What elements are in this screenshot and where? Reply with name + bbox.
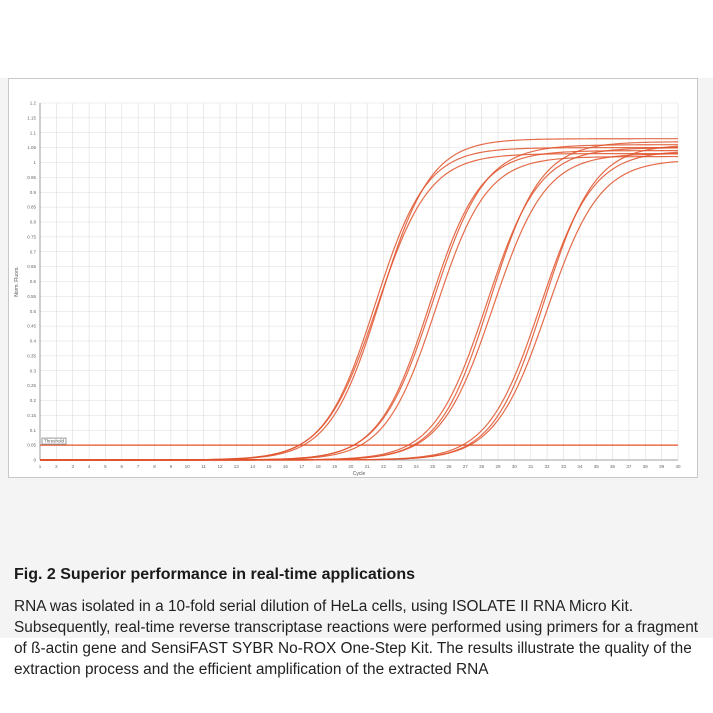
y-tick-label: 0.45 bbox=[27, 324, 36, 329]
y-tick-label: 0.05 bbox=[27, 443, 36, 448]
threshold-label: Threshold bbox=[44, 439, 65, 444]
y-tick-label: 1 bbox=[33, 160, 36, 165]
x-tick-label: 27 bbox=[463, 464, 469, 469]
x-tick-label: 31 bbox=[528, 464, 534, 469]
amplification-curve bbox=[40, 160, 679, 461]
x-tick-label: 22 bbox=[381, 464, 387, 469]
y-tick-label: 1.1 bbox=[30, 130, 37, 135]
y-tick-label: 0.4 bbox=[30, 339, 37, 344]
y-tick-label: 1.05 bbox=[27, 145, 36, 150]
x-tick-label: 40 bbox=[675, 464, 681, 469]
x-tick-label: 37 bbox=[626, 464, 632, 469]
x-tick-label: 39 bbox=[659, 464, 665, 469]
threshold-label-box bbox=[41, 437, 67, 445]
x-tick-label: 29 bbox=[496, 464, 502, 469]
y-tick-label: 0.1 bbox=[30, 428, 37, 433]
x-tick-label: 2 bbox=[55, 464, 58, 469]
x-tick-label: 21 bbox=[365, 464, 371, 469]
x-tick-label: 11 bbox=[201, 464, 206, 469]
y-tick-label: 0.7 bbox=[30, 249, 37, 254]
x-tick-label: 5 bbox=[104, 464, 107, 469]
x-tick-label: 38 bbox=[643, 464, 649, 469]
x-tick-label: 26 bbox=[446, 464, 452, 469]
y-tick-labels: 0 0.05 0.1 0.15 0.2 0.25 0.3 0.35 0.4 0.45 0.5 0.55… bbox=[27, 101, 36, 463]
x-tick-label: 8 bbox=[153, 464, 156, 469]
y-tick-label: 0.95 bbox=[27, 175, 36, 180]
x-tick-label: 33 bbox=[561, 464, 567, 469]
x-tick-label: 35 bbox=[594, 464, 600, 469]
y-tick-label: 0.2 bbox=[30, 398, 37, 403]
y-tick-label: 0.55 bbox=[27, 294, 36, 299]
x-tick-label: 36 bbox=[610, 464, 616, 469]
chart-grid bbox=[39, 102, 679, 461]
y-tick-label: 0.75 bbox=[27, 234, 36, 239]
y-tick-label: 1.2 bbox=[30, 101, 37, 106]
y-tick-label: 0.5 bbox=[30, 309, 37, 314]
chart-frame bbox=[8, 78, 698, 478]
y-tick-label: 0.65 bbox=[27, 264, 36, 269]
x-tick-label: 12 bbox=[217, 464, 223, 469]
y-tick-label: 0.25 bbox=[27, 383, 36, 388]
x-tick-label: 34 bbox=[577, 464, 583, 469]
x-tick-label: 13 bbox=[234, 464, 240, 469]
x-tick-label: 19 bbox=[332, 464, 338, 469]
x-tick-label: 30 bbox=[512, 464, 518, 469]
x-tick-label: 1 bbox=[39, 464, 42, 469]
figure-caption-title: Fig. 2 Superior performance in real-time… bbox=[14, 566, 415, 583]
x-tick-labels: 1 2 3 4 5 6 7 8 9 10 11 12 13 14 15 16 17 18 19 20 21 22 23 24 2… bbox=[39, 464, 681, 469]
x-tick-label: 17 bbox=[299, 464, 305, 469]
x-tick-label: 28 bbox=[479, 464, 485, 469]
x-tick-label: 3 bbox=[71, 464, 74, 469]
amplification-chart: 0 0.05 0.1 0.15 0.2 0.25 0.3 0.35 0.4 0.45 0.5 0.55… bbox=[8, 78, 698, 478]
y-tick-label: 0 bbox=[33, 458, 36, 463]
x-tick-label: 10 bbox=[185, 464, 191, 469]
y-tick-label: 0.3 bbox=[30, 368, 37, 373]
x-tick-label: 16 bbox=[283, 464, 289, 469]
x-axis-label: Cycle bbox=[353, 471, 366, 477]
x-tick-label: 7 bbox=[137, 464, 140, 469]
figure-caption-body: RNA was isolated in a 10-fold serial dil… bbox=[14, 598, 699, 678]
y-axis-label: Norm. Fluoro. bbox=[14, 266, 20, 297]
x-tick-label: 32 bbox=[545, 464, 551, 469]
x-tick-label: 9 bbox=[170, 464, 173, 469]
x-tick-label: 15 bbox=[267, 464, 273, 469]
y-tick-label: 0.35 bbox=[27, 353, 36, 358]
y-tick-label: 1.15 bbox=[27, 115, 36, 120]
x-tick-label: 6 bbox=[121, 464, 124, 469]
x-tick-label: 23 bbox=[397, 464, 403, 469]
x-tick-label: 25 bbox=[430, 464, 436, 469]
x-tick-label: 4 bbox=[88, 464, 91, 469]
y-tick-label: 0.15 bbox=[27, 413, 36, 418]
x-tick-label: 20 bbox=[348, 464, 354, 469]
y-tick-label: 0.9 bbox=[30, 190, 37, 195]
x-tick-label: 14 bbox=[250, 464, 256, 469]
x-tick-label: 18 bbox=[316, 464, 322, 469]
amplification-curves bbox=[40, 138, 679, 461]
x-tick-label: 24 bbox=[414, 464, 420, 469]
figure-panel: 0 0.05 0.1 0.15 0.2 0.25 0.3 0.35 0.4 0.45 0.5 0.55… bbox=[0, 78, 713, 678]
y-tick-label: 0.6 bbox=[30, 279, 37, 284]
y-tick-label: 0.8 bbox=[30, 220, 37, 225]
y-tick-label: 0.85 bbox=[27, 205, 36, 210]
